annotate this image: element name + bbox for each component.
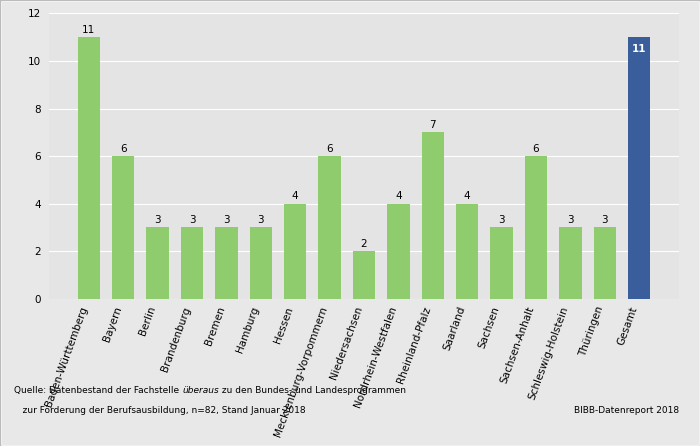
Text: 11: 11: [82, 25, 95, 35]
Text: 6: 6: [326, 144, 333, 154]
Text: 6: 6: [120, 144, 127, 154]
Bar: [525, 156, 547, 299]
Text: BIBB-Datenreport 2018: BIBB-Datenreport 2018: [574, 406, 679, 415]
Text: 3: 3: [567, 215, 574, 225]
Bar: [491, 227, 513, 299]
Text: Quelle: Datenbestand der Fachstelle: Quelle: Datenbestand der Fachstelle: [14, 386, 182, 395]
Bar: [387, 204, 409, 299]
Text: 6: 6: [533, 144, 539, 154]
Text: 3: 3: [258, 215, 264, 225]
Text: 3: 3: [189, 215, 195, 225]
Bar: [112, 156, 134, 299]
Bar: [559, 227, 582, 299]
Bar: [146, 227, 169, 299]
Bar: [318, 156, 341, 299]
Text: zur Förderung der Berufsausbildung, n=82, Stand Januar 2018: zur Förderung der Berufsausbildung, n=82…: [14, 406, 306, 415]
Text: 3: 3: [154, 215, 161, 225]
Bar: [215, 227, 237, 299]
Text: 4: 4: [395, 191, 402, 201]
Text: 3: 3: [601, 215, 608, 225]
Bar: [421, 132, 444, 299]
Text: 3: 3: [223, 215, 230, 225]
Bar: [78, 37, 100, 299]
Text: 11: 11: [632, 44, 646, 54]
Text: überaus: überaus: [182, 386, 218, 395]
Text: 2: 2: [360, 239, 368, 249]
Text: 4: 4: [464, 191, 470, 201]
Bar: [181, 227, 203, 299]
Text: 4: 4: [292, 191, 298, 201]
Text: 7: 7: [430, 120, 436, 130]
Text: 3: 3: [498, 215, 505, 225]
Bar: [353, 251, 375, 299]
Bar: [628, 37, 650, 299]
Bar: [284, 204, 307, 299]
Bar: [456, 204, 478, 299]
Text: zu den Bundes- und Landesprogrammen: zu den Bundes- und Landesprogrammen: [218, 386, 406, 395]
Bar: [594, 227, 616, 299]
Bar: [250, 227, 272, 299]
